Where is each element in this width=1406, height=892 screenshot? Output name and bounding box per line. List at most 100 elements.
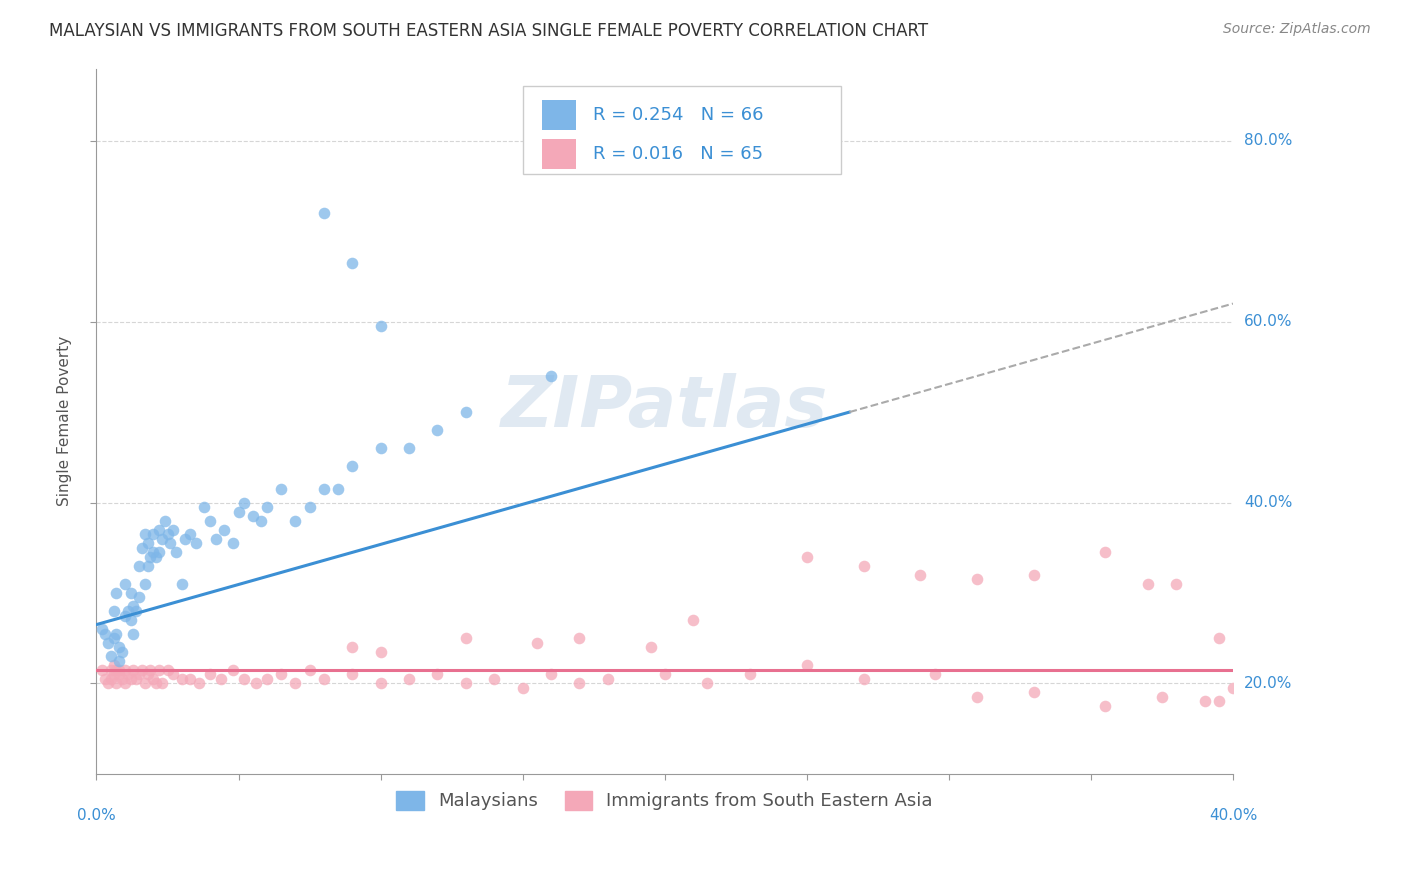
- Point: [117, 667, 139, 681]
- Text: 0.0%: 0.0%: [77, 808, 115, 823]
- Point: [100, 649, 122, 664]
- Point: [340, 256, 363, 270]
- Point: [91, 622, 114, 636]
- Point: [120, 586, 142, 600]
- Point: [1166, 577, 1188, 591]
- Point: [136, 667, 159, 681]
- Point: [100, 663, 122, 677]
- Point: [398, 672, 420, 686]
- Point: [1022, 567, 1045, 582]
- Point: [114, 663, 136, 677]
- Point: [540, 667, 562, 681]
- Point: [426, 423, 449, 437]
- Point: [398, 442, 420, 456]
- Point: [105, 626, 128, 640]
- Text: ZIPatlas: ZIPatlas: [501, 373, 828, 442]
- Point: [312, 206, 335, 220]
- Point: [852, 672, 875, 686]
- Point: [1022, 685, 1045, 699]
- Text: MALAYSIAN VS IMMIGRANTS FROM SOUTH EASTERN ASIA SINGLE FEMALE POVERTY CORRELATIO: MALAYSIAN VS IMMIGRANTS FROM SOUTH EASTE…: [49, 22, 928, 40]
- Point: [233, 495, 256, 509]
- Point: [142, 545, 165, 559]
- Point: [94, 672, 117, 686]
- Point: [187, 676, 209, 690]
- Point: [97, 635, 120, 649]
- Point: [1136, 577, 1159, 591]
- Point: [682, 613, 704, 627]
- Point: [596, 672, 619, 686]
- Point: [94, 626, 117, 640]
- Point: [122, 599, 145, 614]
- Point: [111, 672, 134, 686]
- Point: [654, 667, 676, 681]
- Point: [526, 635, 548, 649]
- Point: [91, 663, 114, 677]
- Point: [103, 658, 125, 673]
- Point: [150, 532, 173, 546]
- Point: [108, 640, 131, 655]
- Point: [125, 604, 148, 618]
- Point: [108, 663, 131, 677]
- Point: [1094, 545, 1116, 559]
- Point: [284, 676, 307, 690]
- Point: [97, 676, 120, 690]
- Point: [134, 676, 156, 690]
- Text: 80.0%: 80.0%: [1244, 133, 1292, 148]
- Point: [796, 658, 818, 673]
- Point: [222, 663, 245, 677]
- FancyBboxPatch shape: [541, 139, 576, 169]
- Point: [340, 459, 363, 474]
- Point: [114, 577, 136, 591]
- Point: [1208, 694, 1230, 708]
- Point: [148, 523, 170, 537]
- Point: [454, 405, 477, 419]
- Point: [162, 523, 184, 537]
- Point: [193, 500, 215, 514]
- Point: [198, 514, 221, 528]
- Point: [796, 549, 818, 564]
- Point: [145, 549, 167, 564]
- Point: [298, 500, 321, 514]
- Point: [150, 676, 173, 690]
- Text: 60.0%: 60.0%: [1244, 314, 1292, 329]
- Point: [204, 532, 226, 546]
- Point: [852, 558, 875, 573]
- Point: [128, 558, 150, 573]
- Point: [211, 672, 233, 686]
- Point: [250, 514, 273, 528]
- Point: [103, 604, 125, 618]
- Point: [105, 663, 128, 677]
- Point: [966, 573, 988, 587]
- Point: [228, 504, 250, 518]
- Point: [540, 368, 562, 383]
- Point: [454, 676, 477, 690]
- Point: [1150, 690, 1173, 704]
- Point: [696, 676, 718, 690]
- Text: 40.0%: 40.0%: [1209, 808, 1257, 823]
- Point: [122, 663, 145, 677]
- Point: [270, 482, 292, 496]
- Point: [312, 672, 335, 686]
- Point: [512, 681, 534, 695]
- Text: Source: ZipAtlas.com: Source: ZipAtlas.com: [1223, 22, 1371, 37]
- Point: [484, 672, 506, 686]
- Point: [184, 536, 207, 550]
- Point: [568, 676, 591, 690]
- Point: [370, 442, 392, 456]
- FancyBboxPatch shape: [541, 100, 576, 130]
- Point: [108, 654, 131, 668]
- Point: [131, 541, 153, 555]
- Text: R = 0.016   N = 65: R = 0.016 N = 65: [593, 145, 763, 163]
- Point: [103, 631, 125, 645]
- Point: [131, 663, 153, 677]
- Point: [270, 667, 292, 681]
- Point: [284, 514, 307, 528]
- Point: [222, 536, 245, 550]
- FancyBboxPatch shape: [523, 87, 841, 174]
- Point: [156, 527, 179, 541]
- Legend: Malaysians, Immigrants from South Eastern Asia: Malaysians, Immigrants from South Easter…: [389, 784, 941, 818]
- Point: [312, 482, 335, 496]
- Point: [370, 676, 392, 690]
- Point: [370, 319, 392, 334]
- Point: [640, 640, 662, 655]
